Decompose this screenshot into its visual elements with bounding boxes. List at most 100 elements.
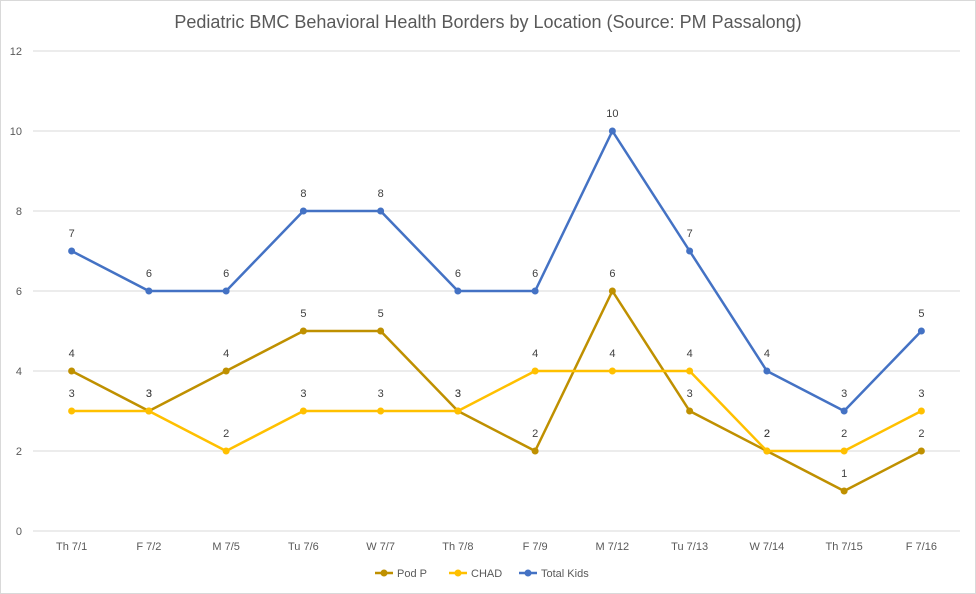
data-point xyxy=(917,447,925,455)
data-point xyxy=(531,367,539,375)
data-point xyxy=(145,287,153,295)
data-label: 4 xyxy=(532,348,538,360)
data-point xyxy=(68,247,76,255)
data-label: 5 xyxy=(300,308,306,320)
x-tick-label: F 7/9 xyxy=(523,541,548,553)
data-label: 2 xyxy=(918,428,924,440)
data-label: 4 xyxy=(609,348,615,360)
y-tick-label: 0 xyxy=(16,526,22,538)
data-label: 6 xyxy=(532,268,538,280)
y-tick-label: 10 xyxy=(10,126,22,138)
data-point xyxy=(686,407,694,415)
x-tick-label: Th 7/1 xyxy=(56,541,87,553)
x-tick-label: Tu 7/13 xyxy=(671,541,708,553)
data-point xyxy=(608,287,616,295)
data-label: 6 xyxy=(146,268,152,280)
y-tick-label: 2 xyxy=(16,446,22,458)
legend-label: Total Kids xyxy=(541,568,589,580)
x-tick-label: F 7/16 xyxy=(906,541,937,553)
y-tick-label: 8 xyxy=(16,206,22,218)
data-label: 2 xyxy=(764,428,770,440)
data-label: 4 xyxy=(69,348,75,360)
data-point xyxy=(222,447,230,455)
series-line xyxy=(71,289,922,493)
data-point xyxy=(917,407,925,415)
data-label: 6 xyxy=(223,268,229,280)
data-point xyxy=(840,447,848,455)
data-point xyxy=(299,327,307,335)
data-label: 4 xyxy=(764,348,770,360)
data-label: 3 xyxy=(300,388,306,400)
y-tick-label: 6 xyxy=(16,286,22,298)
x-tick-label: M 7/12 xyxy=(596,541,630,553)
x-tick-label: Tu 7/6 xyxy=(288,541,319,553)
data-point xyxy=(686,367,694,375)
chart-title: Pediatric BMC Behavioral Health Borders … xyxy=(174,12,802,32)
data-point xyxy=(377,207,385,215)
data-label: 4 xyxy=(223,348,229,360)
legend-marker xyxy=(454,569,462,577)
data-label: 3 xyxy=(455,388,461,400)
data-point xyxy=(377,327,385,335)
data-label: 7 xyxy=(69,228,75,240)
legend-label: Pod P xyxy=(397,568,427,580)
data-point xyxy=(917,327,925,335)
data-label: 4 xyxy=(687,348,693,360)
data-point xyxy=(531,447,539,455)
data-label: 3 xyxy=(918,388,924,400)
data-point xyxy=(454,407,462,415)
data-point xyxy=(377,407,385,415)
x-tick-label: W 7/14 xyxy=(749,541,784,553)
data-label: 2 xyxy=(532,428,538,440)
data-point xyxy=(68,367,76,375)
series-line xyxy=(71,369,922,453)
series-line xyxy=(71,129,923,413)
data-label: 3 xyxy=(146,388,152,400)
data-point xyxy=(222,287,230,295)
data-label: 6 xyxy=(609,268,615,280)
data-label: 1 xyxy=(841,468,847,480)
x-tick-label: Th 7/15 xyxy=(825,541,862,553)
data-point xyxy=(68,407,76,415)
data-label: 7 xyxy=(687,228,693,240)
data-label: 3 xyxy=(455,388,461,400)
data-point xyxy=(222,367,230,375)
data-label: 3 xyxy=(69,388,75,400)
data-point xyxy=(299,407,307,415)
data-point xyxy=(608,127,616,135)
data-label: 8 xyxy=(300,188,306,200)
y-tick-label: 12 xyxy=(10,46,22,58)
y-tick-label: 4 xyxy=(16,366,22,378)
data-point xyxy=(608,367,616,375)
x-tick-label: W 7/7 xyxy=(366,541,395,553)
data-label: 8 xyxy=(378,188,384,200)
data-point xyxy=(763,447,771,455)
data-label: 3 xyxy=(146,388,152,400)
x-tick-label: F 7/2 xyxy=(136,541,161,553)
data-label: 3 xyxy=(378,388,384,400)
data-label: 3 xyxy=(841,388,847,400)
data-label: 5 xyxy=(378,308,384,320)
data-point xyxy=(299,207,307,215)
data-point xyxy=(454,287,462,295)
legend-label: CHAD xyxy=(471,568,502,580)
data-point xyxy=(840,407,848,415)
legend-marker xyxy=(524,569,532,577)
data-point xyxy=(531,287,539,295)
data-label: 3 xyxy=(687,388,693,400)
data-point xyxy=(686,247,694,255)
legend-marker xyxy=(380,569,388,577)
data-point xyxy=(145,407,153,415)
x-tick-label: Th 7/8 xyxy=(442,541,473,553)
data-point xyxy=(763,367,771,375)
data-label: 2 xyxy=(841,428,847,440)
data-label: 2 xyxy=(223,428,229,440)
data-label: 6 xyxy=(455,268,461,280)
data-label: 10 xyxy=(606,108,618,120)
data-label: 5 xyxy=(918,308,924,320)
data-label: 2 xyxy=(764,428,770,440)
x-tick-label: M 7/5 xyxy=(212,541,240,553)
data-point xyxy=(840,487,848,495)
